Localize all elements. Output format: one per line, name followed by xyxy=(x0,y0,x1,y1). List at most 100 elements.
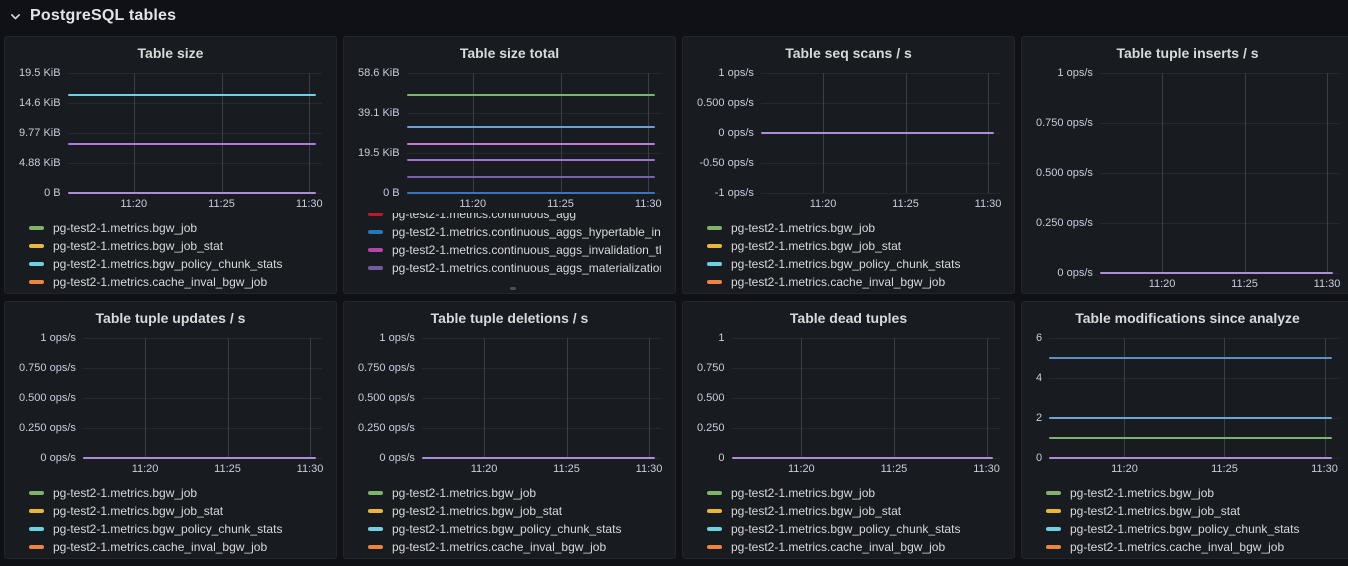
x-axis: 11:20 11:25 11:30 xyxy=(761,193,1002,213)
legend-item-label: pg-test2-1.metrics.continuous_aggs_hyper… xyxy=(392,225,661,239)
h-gridline xyxy=(67,163,322,164)
h-gridline xyxy=(731,338,1000,339)
legend-item[interactable]: pg-test2-1.metrics.continuous_aggs_mater… xyxy=(368,259,661,277)
plot-area[interactable] xyxy=(731,338,1000,459)
legend-item[interactable]: pg-test2-1.metrics.bgw_job xyxy=(707,484,1000,502)
legend-item[interactable]: pg-test2-1.metrics.continuous_agg xyxy=(368,213,661,223)
legend: pg-test2-1.metrics.bgw_job pg-test2-1.met… xyxy=(691,478,1006,558)
h-gridline xyxy=(760,73,1000,74)
v-gridline xyxy=(649,338,651,458)
legend-color-dash xyxy=(29,244,44,248)
panel-title[interactable]: Table size xyxy=(137,45,204,61)
legend-item[interactable]: pg-test2-1.metrics.cache_inval_bgw_job xyxy=(1046,538,1339,556)
legend-item-label: pg-test2-1.metrics.cache_inval_bgw_job xyxy=(731,540,946,554)
v-gridline xyxy=(893,338,895,458)
plot-column: 11:20 11:25 11:30 xyxy=(406,73,662,213)
plot-area[interactable] xyxy=(406,73,661,194)
legend-item[interactable]: pg-test2-1.metrics.bgw_policy_chunk_stat… xyxy=(368,520,661,538)
series-line xyxy=(67,192,316,194)
legend-color-dash xyxy=(29,545,44,549)
legend-item[interactable]: pg-test2-1.metrics.bgw_job xyxy=(29,484,322,502)
legend-item[interactable]: pg-test2-1.metrics.bgw_policy_chunk_stat… xyxy=(29,520,322,538)
panel-title[interactable]: Table size total xyxy=(459,45,560,61)
legend-color-dash xyxy=(707,509,722,513)
h-gridline xyxy=(406,152,661,154)
legend-item-label: pg-test2-1.metrics.bgw_policy_chunk_stat… xyxy=(1070,522,1300,536)
legend-item[interactable]: pg-test2-1.metrics.bgw_job xyxy=(368,484,661,502)
x-axis-label: 11:25 xyxy=(880,463,908,475)
dashboard-row-header[interactable]: PostgreSQL tables xyxy=(0,0,1348,32)
legend-item[interactable]: pg-test2-1.metrics.cache_inval_bgw_job xyxy=(29,538,322,556)
chevron-down-icon xyxy=(9,10,22,23)
legend: pg-test2-1.metrics.bgw_job pg-test2-1.met… xyxy=(13,213,328,293)
legend-item[interactable]: pg-test2-1.metrics.bgw_job xyxy=(707,219,1000,237)
legend-color-dash xyxy=(368,248,383,252)
legend-item[interactable]: pg-test2-1.metrics.bgw_job_stat xyxy=(1046,502,1339,520)
x-axis-label: 11:30 xyxy=(1313,278,1341,290)
legend-item-label: pg-test2-1.metrics.bgw_job_stat xyxy=(731,504,902,518)
panel-title[interactable]: Table seq scans / s xyxy=(785,45,912,61)
legend-item-label: pg-test2-1.metrics.bgw_policy_chunk_stat… xyxy=(392,522,622,536)
legend-color-dash xyxy=(1046,527,1061,531)
h-gridline xyxy=(82,338,322,339)
legend-item[interactable]: pg-test2-1.metrics.continuous_aggs_hyper… xyxy=(368,223,661,241)
plot-column: 11:20 11:25 11:30 xyxy=(67,73,323,213)
series-line xyxy=(1049,356,1332,359)
legend-item[interactable]: pg-test2-1.metrics.bgw_policy_chunk_stat… xyxy=(707,520,1000,538)
plot-area[interactable] xyxy=(82,338,322,459)
legend-item[interactable]: pg-test2-1.metrics.bgw_policy_chunk_stat… xyxy=(1046,520,1339,538)
panel-title[interactable]: Table modifications since analyze xyxy=(1075,310,1300,326)
plot-area[interactable] xyxy=(760,73,1000,194)
plot-area[interactable] xyxy=(421,338,661,459)
plot-area[interactable] xyxy=(1099,73,1339,274)
legend-item[interactable]: pg-test2-1.metrics.cache_inval_bgw_job xyxy=(29,273,322,291)
legend-color-dash xyxy=(707,244,722,248)
v-gridline xyxy=(145,338,147,458)
y-axis: 1 ops/s 0.750 ops/s 0.500 ops/s 0.250 ops/s… xyxy=(1036,67,1093,279)
plot-column: 11:20 11:25 11:30 xyxy=(760,73,1002,213)
legend-item[interactable]: pg-test2-1.metrics.bgw_job_stat xyxy=(29,502,322,520)
h-gridline xyxy=(1099,223,1339,224)
legend-color-dash xyxy=(707,491,722,495)
legend-item[interactable]: pg-test2-1.metrics.continuous_aggs_inval… xyxy=(368,241,661,259)
legend-color-dash xyxy=(1046,545,1061,549)
y-axis: 1 ops/s 0.500 ops/s 0 ops/s -0.50 ops/s -1 o… xyxy=(697,67,754,199)
legend-item[interactable]: pg-test2-1.metrics.cache_inval_bgw_job xyxy=(707,273,1000,291)
panel-title[interactable]: Table tuple deletions / s xyxy=(430,310,589,326)
legend-item-label: pg-test2-1.metrics.cache_inval_bgw_job xyxy=(53,540,268,554)
legend-item[interactable]: pg-test2-1.metrics.bgw_job_stat xyxy=(368,502,661,520)
legend-item[interactable]: pg-test2-1.metrics.cache_inval_bgw_job xyxy=(368,538,661,556)
legend-item-label: pg-test2-1.metrics.bgw_job_stat xyxy=(53,239,224,253)
legend-item[interactable]: pg-test2-1.metrics.bgw_job xyxy=(1046,484,1339,502)
legend-item[interactable]: pg-test2-1.metrics.bgw_job_stat xyxy=(29,237,322,255)
legend-item[interactable]: pg-test2-1.metrics.cache_inval_bgw_job xyxy=(707,538,1000,556)
legend-color-dash xyxy=(368,213,383,216)
x-axis-label: 11:30 xyxy=(973,463,1000,475)
legend-item[interactable]: pg-test2-1.metrics.bgw_job xyxy=(29,219,322,237)
v-gridline xyxy=(566,338,568,458)
panel-title[interactable]: Table tuple updates / s xyxy=(95,310,246,326)
x-axis: 11:20 11:25 11:30 xyxy=(407,193,661,213)
legend-color-dash xyxy=(368,266,383,270)
plot-area[interactable] xyxy=(1049,338,1339,459)
legend-item[interactable]: pg-test2-1.metrics.bgw_policy_chunk_stat… xyxy=(707,255,1000,273)
h-gridline xyxy=(760,163,1000,164)
panel-title[interactable]: Table dead tuples xyxy=(789,310,908,326)
legend-item-label: pg-test2-1.metrics.bgw_job_stat xyxy=(392,504,563,518)
h-gridline xyxy=(1099,73,1339,74)
x-axis: 11:20 11:25 11:30 xyxy=(1049,458,1339,478)
legend-item-label: pg-test2-1.metrics.continuous_aggs_inval… xyxy=(392,243,661,257)
legend-color-dash xyxy=(29,280,44,284)
panel-table-tuple-deletions: Table tuple deletions / s 1 ops/s 0.750 o… xyxy=(343,301,676,559)
legend-item-label: pg-test2-1.metrics.bgw_job_stat xyxy=(1070,504,1241,518)
series-line xyxy=(406,93,655,96)
legend-item[interactable]: pg-test2-1.metrics.bgw_job_stat xyxy=(707,502,1000,520)
legend-scroll-indicator[interactable] xyxy=(509,287,516,290)
legend-item[interactable]: pg-test2-1.metrics.bgw_job_stat xyxy=(707,237,1000,255)
legend-item[interactable]: pg-test2-1.metrics.bgw_policy_chunk_stat… xyxy=(29,255,322,273)
x-axis: 11:20 11:25 11:30 xyxy=(83,458,324,478)
x-axis-label: 11:20 xyxy=(787,463,815,475)
panel-title[interactable]: Table tuple inserts / s xyxy=(1116,45,1259,61)
plot-area[interactable] xyxy=(67,73,322,194)
